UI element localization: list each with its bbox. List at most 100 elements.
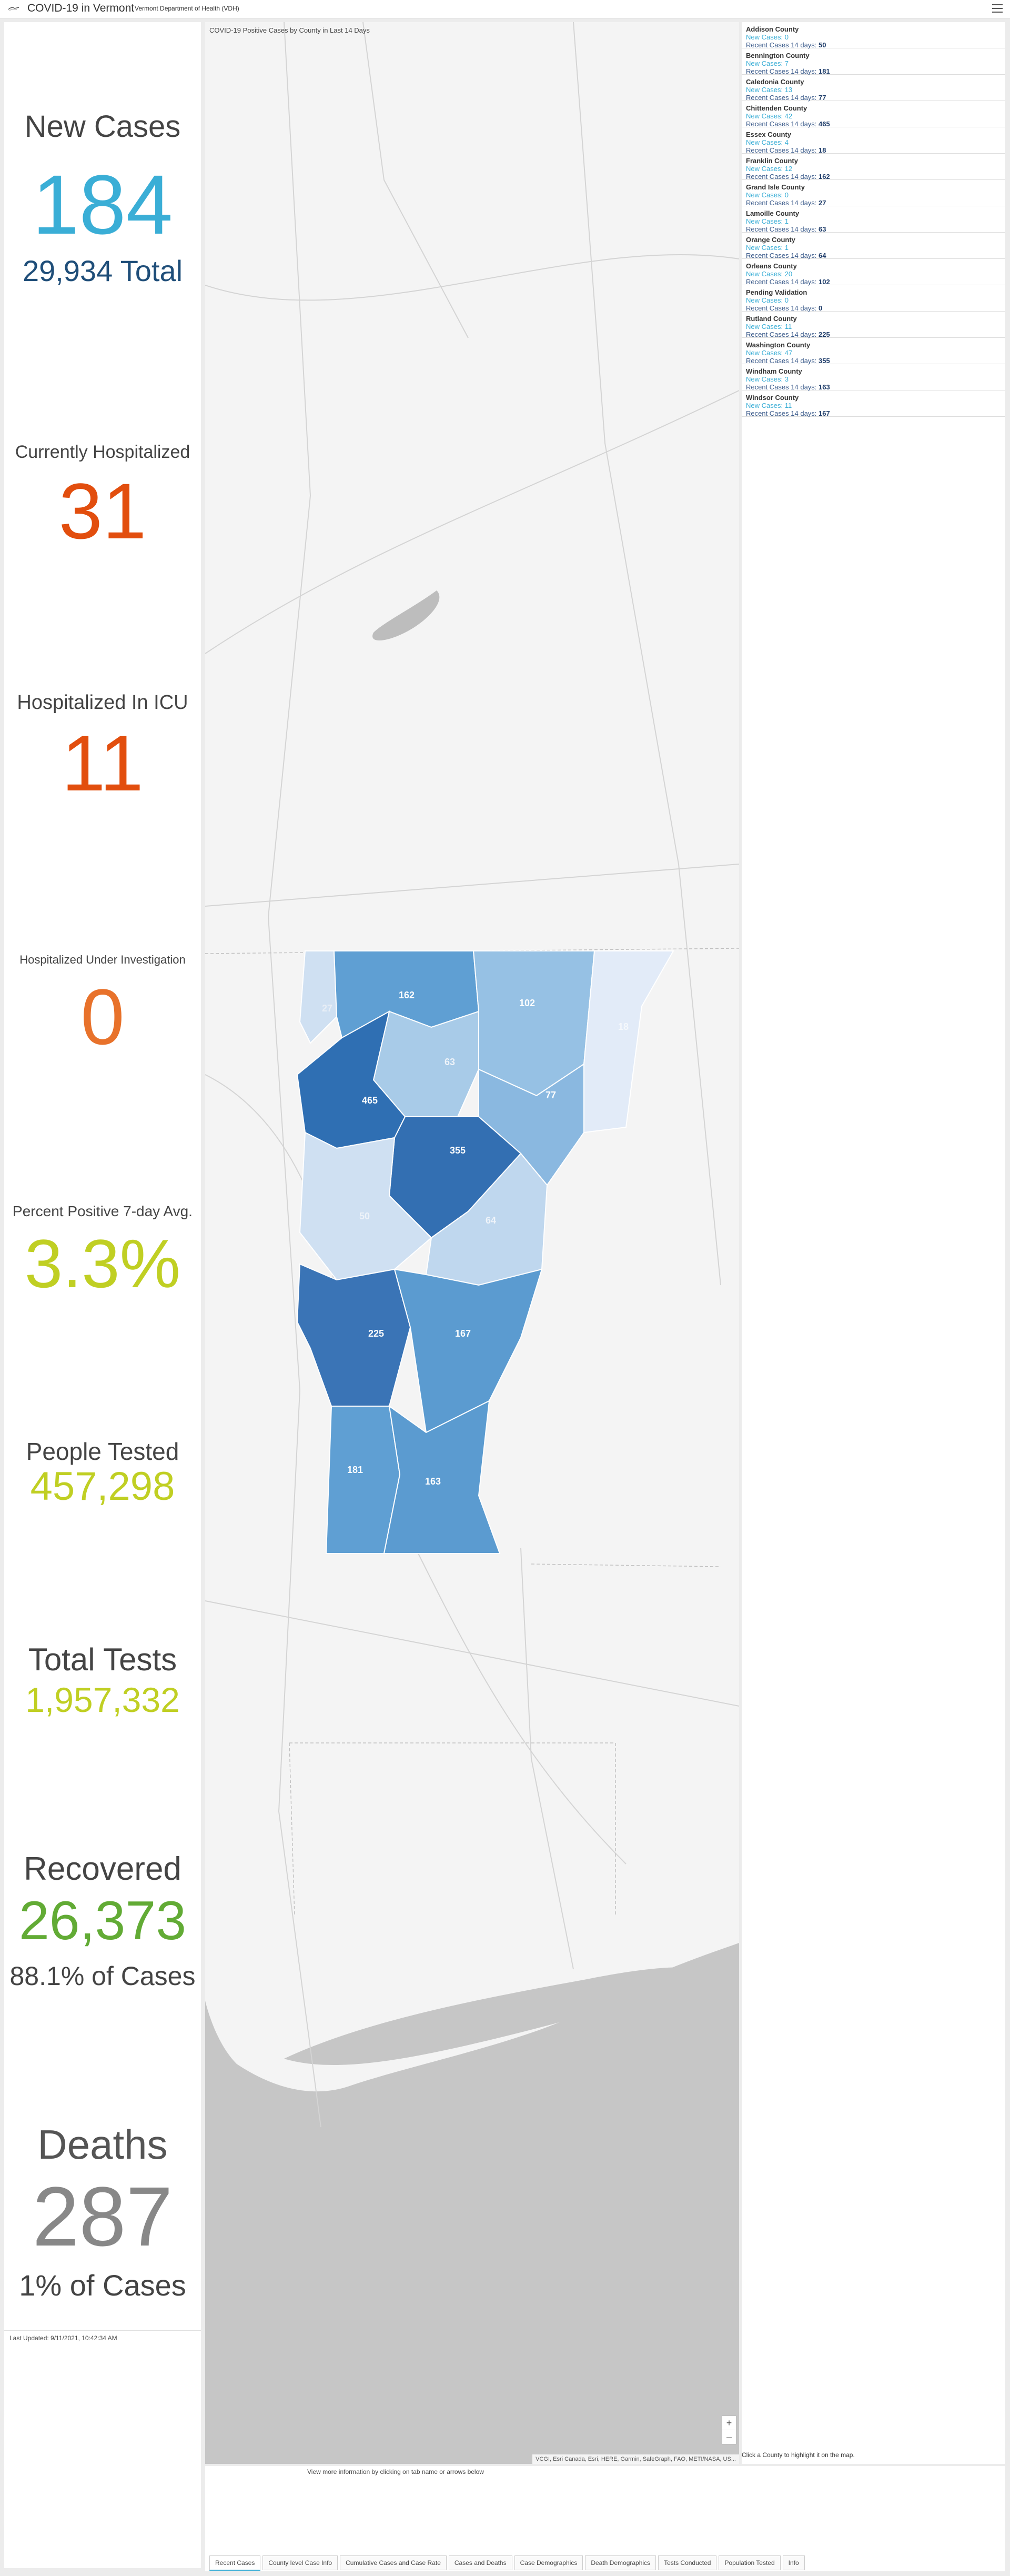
county-new-cases: New Cases: 0 bbox=[746, 191, 789, 199]
app-header: COVID-19 in Vermont Vermont Department o… bbox=[0, 0, 1010, 18]
map-label-addison: 50 bbox=[359, 1211, 370, 1221]
county-name: Franklin County bbox=[746, 157, 798, 165]
county-new-cases: New Cases: 4 bbox=[746, 138, 789, 146]
county-list-item[interactable]: Franklin County New Cases: 12 Recent Cases… bbox=[742, 154, 1005, 181]
county-name: Chittenden County bbox=[746, 104, 807, 112]
people-tested-panel: People Tested 457,298 bbox=[4, 1371, 201, 1587]
county-recent-cases: Recent Cases 14 days: 50 bbox=[746, 41, 826, 49]
tab-case-demographics[interactable]: Case Demographics bbox=[514, 2555, 583, 2570]
map-title: COVID-19 Positive Cases by County in Las… bbox=[209, 26, 370, 34]
county-new-cases: New Cases: 0 bbox=[746, 296, 789, 304]
county-list-item[interactable]: Chittenden County New Cases: 42 Recent Cas… bbox=[742, 101, 1005, 128]
county-name: Windham County bbox=[746, 367, 802, 375]
hamburger-menu-icon[interactable] bbox=[992, 4, 1003, 13]
county-name: Pending Validation bbox=[746, 288, 807, 296]
county-new-cases: New Cases: 1 bbox=[746, 244, 789, 252]
tab-info[interactable]: Info bbox=[782, 2555, 805, 2570]
county-new-cases: New Cases: 42 bbox=[746, 112, 793, 120]
county-recent-cases: Recent Cases 14 days: 167 bbox=[746, 409, 830, 417]
tab-recent-cases[interactable]: Recent Cases bbox=[209, 2555, 261, 2571]
county-recent-cases: Recent Cases 14 days: 225 bbox=[746, 330, 830, 338]
county-recent-cases: Recent Cases 14 days: 163 bbox=[746, 383, 830, 391]
tab-death-demographics[interactable]: Death Demographics bbox=[585, 2555, 656, 2570]
zoom-out-button[interactable]: – bbox=[726, 2432, 732, 2442]
county-recent-cases: Recent Cases 14 days: 63 bbox=[746, 225, 826, 233]
icu-label: Hospitalized In ICU bbox=[17, 691, 188, 714]
county-list-item[interactable]: Windsor County New Cases: 11 Recent Cases … bbox=[742, 390, 1005, 417]
map-label-washington: 355 bbox=[450, 1145, 466, 1156]
new-cases-label: New Cases bbox=[24, 109, 181, 144]
county-list-item[interactable]: Orleans County New Cases: 20 Recent Cases … bbox=[742, 259, 1005, 286]
total-cases-value: 29,934 Total bbox=[22, 254, 183, 287]
hospitalized-panel: Currently Hospitalized 31 bbox=[4, 379, 201, 634]
county-essex[interactable] bbox=[583, 950, 674, 1134]
zoom-control: + – bbox=[722, 2415, 736, 2444]
map-label-windsor: 167 bbox=[455, 1328, 471, 1339]
click-hint: Click a County to highlight it on the ma… bbox=[742, 2451, 855, 2459]
county-grand-isle[interactable] bbox=[299, 950, 338, 1044]
new-cases-panel: New Cases 184 29,934 Total bbox=[4, 22, 201, 379]
tab-cases-and-deaths[interactable]: Cases and Deaths bbox=[448, 2555, 512, 2570]
county-new-cases: New Cases: 3 bbox=[746, 375, 789, 383]
recovered-percent: 88.1% of Cases bbox=[9, 1961, 196, 1991]
county-list-item[interactable]: Lamoille County New Cases: 1 Recent Cases … bbox=[742, 206, 1005, 233]
tab-county-level-case-info[interactable]: County level Case Info bbox=[262, 2555, 338, 2570]
county-new-cases: New Cases: 1 bbox=[746, 217, 789, 225]
county-name: Washington County bbox=[746, 341, 811, 349]
map-label-orange: 64 bbox=[486, 1215, 496, 1226]
county-new-cases: New Cases: 20 bbox=[746, 270, 793, 278]
county-name: Bennington County bbox=[746, 52, 810, 59]
county-list-item[interactable]: Addison County New Cases: 0 Recent Cases 1… bbox=[742, 22, 1005, 49]
deaths-label: Deaths bbox=[37, 2121, 168, 2168]
county-name: Grand Isle County bbox=[746, 183, 805, 191]
map-label-windham: 163 bbox=[425, 1476, 441, 1487]
county-recent-cases: Recent Cases 14 days: 18 bbox=[746, 146, 826, 154]
county-list-item[interactable]: Washington County New Cases: 47 Recent Cas… bbox=[742, 338, 1005, 365]
investigation-panel: Hospitalized Under Investigation 0 bbox=[4, 877, 201, 1140]
new-cases-value: 184 bbox=[32, 157, 173, 252]
county-list-item[interactable]: Essex County New Cases: 4 Recent Cases 14 … bbox=[742, 127, 1005, 154]
investigation-value: 0 bbox=[80, 973, 125, 1061]
county-new-cases: New Cases: 11 bbox=[746, 323, 792, 330]
app-title: COVID-19 in Vermont bbox=[27, 2, 135, 14]
icu-panel: Hospitalized In ICU 11 bbox=[4, 634, 201, 877]
county-list-item[interactable]: Caledonia County New Cases: 13 Recent Case… bbox=[742, 75, 1005, 102]
county-recent-cases: Recent Cases 14 days: 0 bbox=[746, 304, 823, 312]
county-list-item[interactable]: Grand Isle County New Cases: 0 Recent Case… bbox=[742, 180, 1005, 207]
county-windham[interactable] bbox=[383, 1400, 501, 1554]
county-recent-cases: Recent Cases 14 days: 355 bbox=[746, 357, 830, 365]
county-name: Orleans County bbox=[746, 262, 797, 270]
hospitalized-value: 31 bbox=[58, 467, 147, 555]
percent-positive-label: Percent Positive 7-day Avg. bbox=[13, 1203, 193, 1219]
app-subtitle: Vermont Department of Health (VDH) bbox=[135, 5, 239, 12]
county-map[interactable]: COVID-19 Positive Cases by County in Las… bbox=[205, 22, 739, 2464]
total-tests-label: Total Tests bbox=[28, 1642, 177, 1677]
county-list-item[interactable]: Pending Validation New Cases: 0 Recent Cas… bbox=[742, 285, 1005, 312]
county-new-cases: New Cases: 7 bbox=[746, 59, 789, 67]
county-windsor[interactable] bbox=[393, 1268, 543, 1434]
county-list-item[interactable]: Rutland County New Cases: 11 Recent Cases … bbox=[742, 312, 1005, 338]
tab-population-tested[interactable]: Population Tested bbox=[719, 2555, 781, 2570]
county-list-item[interactable]: Windham County New Cases: 3 Recent Cases 1… bbox=[742, 364, 1005, 391]
county-list: Addison County New Cases: 0 Recent Cases 1… bbox=[742, 22, 1005, 2464]
deaths-percent: 1% of Cases bbox=[19, 2269, 186, 2302]
county-recent-cases: Recent Cases 14 days: 162 bbox=[746, 173, 830, 181]
map-label-lamoille: 63 bbox=[445, 1057, 455, 1067]
tab-cumulative-cases-and-case-rate[interactable]: Cumulative Cases and Case Rate bbox=[340, 2555, 447, 2570]
zoom-in-button[interactable]: + bbox=[722, 2416, 736, 2430]
county-name: Addison County bbox=[746, 25, 799, 33]
bottom-panel bbox=[205, 2466, 1005, 2571]
percent-positive-value: 3.3% bbox=[24, 1225, 181, 1302]
recovered-value: 26,373 bbox=[18, 1890, 187, 1951]
county-rutland[interactable] bbox=[296, 1263, 411, 1407]
people-tested-value: 457,298 bbox=[30, 1464, 175, 1509]
deaths-value: 287 bbox=[32, 2169, 173, 2263]
county-list-item[interactable]: Bennington County New Cases: 7 Recent Case… bbox=[742, 48, 1005, 75]
map-attribution[interactable]: VCGI, Esri Canada, Esri, HERE, Garmin, S… bbox=[532, 2454, 739, 2464]
tab-tests-conducted[interactable]: Tests Conducted bbox=[658, 2555, 717, 2570]
county-name: Rutland County bbox=[746, 315, 797, 323]
stats-column: New Cases 184 29,934 Total Currently Hos… bbox=[4, 22, 201, 2568]
county-list-item[interactable]: Orange County New Cases: 1 Recent Cases 14… bbox=[742, 233, 1005, 259]
basemap: 27 162 102 18 63 465 77 355 50 64 225 16… bbox=[205, 22, 739, 2464]
county-new-cases: New Cases: 13 bbox=[746, 86, 793, 94]
